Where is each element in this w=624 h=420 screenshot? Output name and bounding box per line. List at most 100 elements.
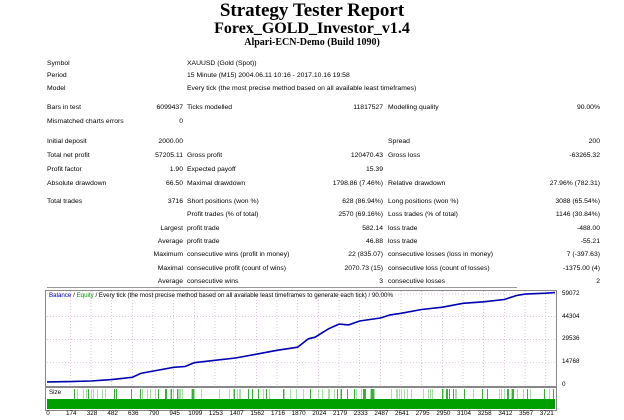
x-tick-label: 1099 — [188, 410, 203, 417]
value: Average — [157, 238, 183, 245]
value-3: 1146 (30.84%) — [555, 211, 600, 218]
x-tick-label: 3567 — [519, 410, 534, 417]
value-2: 11817527 — [353, 104, 383, 111]
x-tick-label: 1870 — [291, 410, 306, 417]
server-build: Alpari-ECN-Demo (Build 1090) — [244, 37, 380, 48]
x-tick-label: 2795 — [415, 410, 430, 417]
label-2: Profit trades (% of total) — [187, 211, 259, 218]
value-2: 46.88 — [365, 238, 383, 245]
x-tick-label: 0 — [46, 410, 50, 417]
legend-sep: / — [71, 292, 77, 299]
label-3: Relative drawdown — [388, 180, 446, 187]
label-2: Maximal drawdown — [187, 180, 246, 187]
value-3: 90.00% — [576, 104, 600, 111]
label-2: consecutive wins (profit in money) — [187, 251, 290, 258]
x-tick-label: 482 — [107, 410, 118, 417]
x-tick-label: 3721 — [539, 410, 554, 417]
value-3: 3088 (65.54%) — [555, 198, 600, 205]
x-tick-label: 945 — [169, 410, 180, 417]
x-tick-label: 790 — [148, 410, 160, 417]
label-3: Loss trades (% of total) — [388, 211, 458, 218]
label: Bars in test — [47, 104, 81, 111]
size-label: Size — [49, 389, 62, 396]
label-2: Expected payoff — [187, 166, 236, 173]
value: Maximal — [157, 265, 183, 272]
x-tick-label: 1716 — [270, 410, 286, 417]
label: Symbol — [47, 60, 70, 67]
label-3: consecutive losses (loss in money) — [388, 251, 494, 258]
label: Absolute drawdown — [47, 180, 107, 187]
size-base-bar — [47, 399, 555, 409]
x-tick-label: 1562 — [250, 410, 265, 417]
stats-row: Total trades 3716 Short positions (won %) 6… — [0, 197, 624, 207]
y-tick-label: 14768 — [562, 358, 580, 366]
divider — [47, 287, 517, 288]
label: Profit factor — [47, 166, 82, 173]
label-3: consecutive losses — [388, 278, 446, 285]
label-3: Modelling quality — [388, 104, 439, 111]
label-3: consecutive loss (count of losses) — [388, 265, 490, 272]
value: 66.50 — [165, 180, 183, 187]
value-2: 15.39 — [365, 166, 383, 173]
value-3: 27.96% (782.31) — [549, 180, 600, 187]
value: 0 — [179, 118, 183, 125]
stats-row: Maximum consecutive wins (profit in money… — [0, 250, 624, 260]
x-tick-label: 3104 — [457, 410, 472, 417]
value-2: 1798.86 (7.46%) — [332, 180, 383, 187]
value: Maximum — [153, 251, 183, 258]
value-3: -488.00 — [576, 225, 600, 232]
label: Model — [47, 85, 66, 92]
label-2: Gross profit — [187, 152, 223, 159]
x-tick-label: 2641 — [394, 410, 409, 417]
legend-balance: Balance — [49, 292, 72, 299]
value: Average — [157, 278, 183, 285]
value-3: -63265.32 — [569, 152, 600, 159]
value: 1.90 — [169, 166, 183, 173]
value-2: 628 (86.94%) — [342, 198, 383, 205]
value-2: 3 — [379, 278, 383, 285]
value-2: 582.14 — [362, 225, 383, 232]
value-2: 2570 (69.16%) — [338, 211, 383, 218]
x-tick-label: 328 — [86, 410, 98, 417]
label-2: profit trade — [187, 225, 220, 232]
label-2: consecutive profit (count of wins) — [187, 265, 286, 272]
x-tick-label: 2333 — [353, 410, 368, 417]
stats-row: Symbol XAUUSD (Gold (Spot)) — [0, 59, 624, 69]
y-tick-label: 44304 — [562, 312, 580, 320]
label-2: 15 Minute (M15) 2004.06.11 10:16 - 2017.… — [187, 72, 350, 79]
expert-name: Forex_GOLD_Investor_v1.4 — [214, 20, 410, 37]
label: Total trades — [47, 198, 83, 205]
label-2: XAUUSD (Gold (Spot)) — [187, 60, 257, 67]
value-3: 7 (-397.63) — [566, 251, 600, 258]
label-3: Spread — [388, 138, 410, 145]
balance-line — [46, 291, 556, 383]
y-tick-label: 29536 — [562, 335, 580, 343]
value: Largest — [160, 225, 183, 232]
balance-chart — [45, 290, 557, 387]
label-2: Short positions (won %) — [187, 198, 259, 205]
y-tick-label: 59072 — [562, 289, 580, 297]
value: 6099437 — [156, 104, 183, 111]
label-3: loss trade — [388, 225, 418, 232]
value-3: -1375.00 (4) — [562, 265, 600, 272]
stats-row: Average consecutive wins 3 consecutive loss… — [0, 277, 624, 287]
label: Total net profit — [47, 152, 90, 159]
stats-row: Profit factor 1.90 Expected payoff 15.39 — [0, 165, 624, 175]
label: Mismatched charts errors — [47, 118, 124, 125]
label-2: profit trade — [187, 238, 220, 245]
legend-equity: Equity — [76, 292, 94, 299]
x-tick-label: 3412 — [498, 410, 513, 417]
stats-row: Bars in test 6099437 Ticks modelled 1181752… — [0, 103, 624, 113]
stats-row: Period 15 Minute (M15) 2004.06.11 10:16 -… — [0, 71, 624, 81]
stats-row: Largest profit trade 582.14 loss trade -488.… — [0, 224, 624, 234]
label-3: loss trade — [388, 238, 418, 245]
label: Period — [47, 72, 67, 79]
x-tick-label: 1253 — [208, 410, 223, 417]
label-3: Long positions (won %) — [388, 198, 459, 205]
x-tick-label: 2487 — [374, 410, 389, 417]
legend-model: / Every tick (the most precise method ba… — [93, 292, 393, 299]
stats-row: Average profit trade 46.88 loss trade -55.21 — [0, 237, 624, 247]
stats-row: Profit trades (% of total) 2570 (69.16%) L… — [0, 210, 624, 220]
y-tick-label: 0 — [562, 381, 566, 388]
stats-row: Mismatched charts errors 0 — [0, 117, 624, 127]
